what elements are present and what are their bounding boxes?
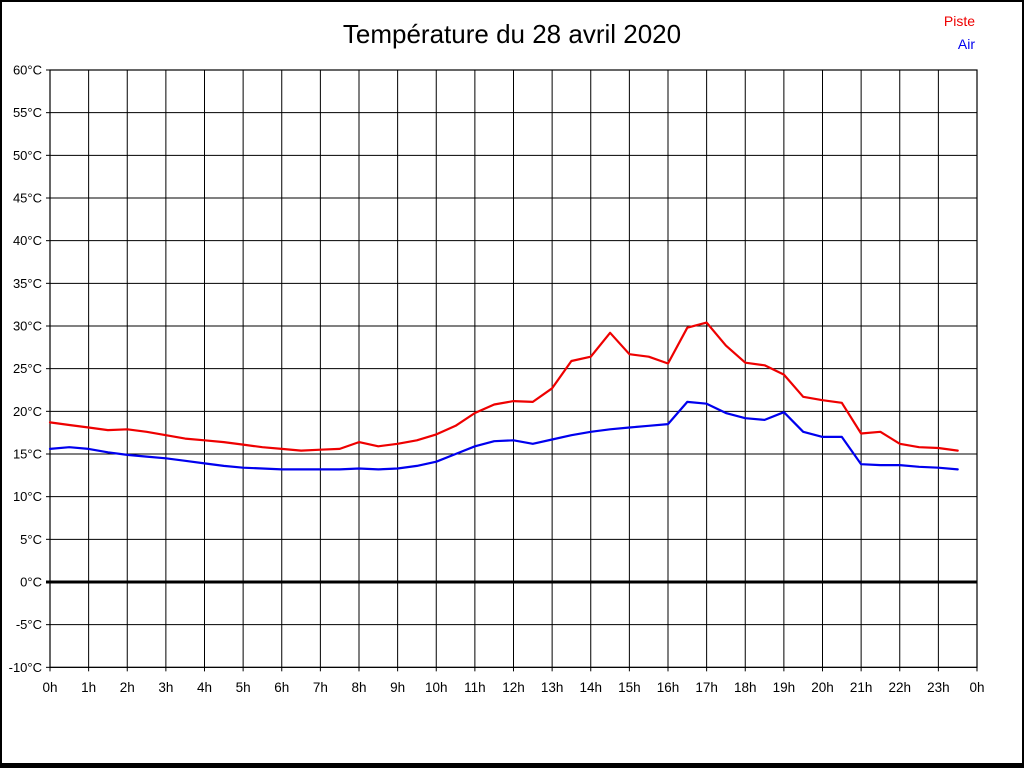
y-tick-label: 60°C — [13, 63, 42, 78]
y-tick-label: 15°C — [13, 446, 42, 461]
x-tick-label: 6h — [274, 680, 289, 695]
y-tick-label: -5°C — [16, 617, 42, 632]
x-tick-label: 15h — [618, 680, 641, 695]
x-tick-label: 7h — [313, 680, 328, 695]
x-tick-label: 1h — [81, 680, 96, 695]
y-tick-label: 20°C — [13, 404, 42, 419]
plot-border — [49, 69, 978, 668]
x-tick-label: 5h — [236, 680, 251, 695]
x-tick-label: 9h — [390, 680, 405, 695]
x-tick-label: 11h — [464, 680, 486, 695]
x-tick-label: 22h — [888, 680, 911, 695]
x-tick-label: 18h — [734, 680, 757, 695]
air-line — [48, 400, 959, 471]
piste-line — [48, 321, 959, 452]
x-tick-label: 16h — [657, 680, 680, 695]
y-tick-label: 35°C — [13, 276, 42, 291]
x-tick-label: 12h — [502, 680, 525, 695]
y-tick-label: 50°C — [13, 148, 42, 163]
y-tick-label: 30°C — [13, 318, 42, 333]
x-tick-label: 0h — [42, 680, 57, 695]
x-tick-label: 20h — [811, 680, 834, 695]
x-tick-label: 21h — [850, 680, 873, 695]
y-tick-label: 45°C — [13, 190, 42, 205]
y-tick-label: 25°C — [13, 361, 42, 376]
x-tick-label: 13h — [541, 680, 564, 695]
y-tick-label: 10°C — [13, 489, 42, 504]
x-tick-label: 0h — [969, 680, 984, 695]
x-tick-label: 14h — [579, 680, 602, 695]
x-tick-label: 19h — [773, 680, 796, 695]
x-tick-label: 2h — [120, 680, 135, 695]
x-tick-label: 8h — [351, 680, 366, 695]
y-tick-label: -10°C — [9, 660, 42, 675]
x-tick-label: 17h — [695, 680, 718, 695]
y-tick-label: 40°C — [13, 233, 42, 248]
legend-air: Air — [957, 36, 975, 52]
x-tick-label: 3h — [158, 680, 173, 695]
legend-piste: Piste — [943, 13, 975, 29]
chart-title: Température du 28 avril 2020 — [342, 19, 682, 49]
x-tick-label: 10h — [425, 680, 448, 695]
y-tick-label: 0°C — [20, 574, 42, 589]
x-tick-label: 23h — [927, 680, 950, 695]
y-tick-label: 55°C — [13, 105, 42, 120]
x-tick-label: 4h — [197, 680, 212, 695]
y-tick-label: 5°C — [20, 532, 42, 547]
